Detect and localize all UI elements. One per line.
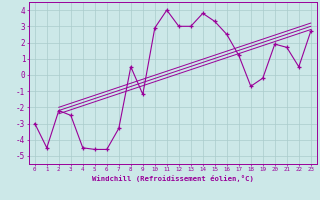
X-axis label: Windchill (Refroidissement éolien,°C): Windchill (Refroidissement éolien,°C) (92, 175, 254, 182)
